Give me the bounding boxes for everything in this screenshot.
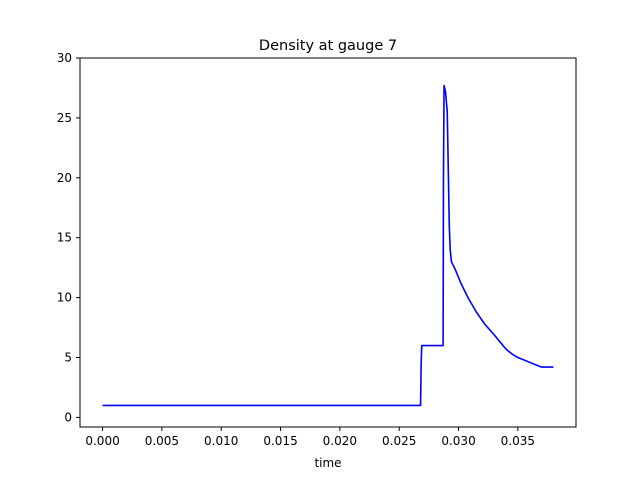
x-tick-label: 0.000 bbox=[85, 434, 119, 448]
y-tick-label: 15 bbox=[57, 231, 72, 245]
y-tick-label: 10 bbox=[57, 291, 72, 305]
axes-frame bbox=[79, 57, 577, 428]
y-tick-label: 20 bbox=[57, 171, 72, 185]
y-tick-label: 25 bbox=[57, 111, 72, 125]
x-tick-label: 0.020 bbox=[323, 434, 357, 448]
chart-title: Density at gauge 7 bbox=[259, 38, 397, 54]
y-tick-label: 5 bbox=[64, 351, 72, 365]
x-tick-label: 0.030 bbox=[441, 434, 475, 448]
y-tick-label: 0 bbox=[64, 410, 72, 424]
x-tick-label: 0.035 bbox=[501, 434, 535, 448]
x-tick-label: 0.005 bbox=[145, 434, 179, 448]
x-tick-label: 0.010 bbox=[204, 434, 238, 448]
x-axis-ticks: 0.000 0.005 0.010 0.015 0.020 0.025 0.030 0.035 bbox=[85, 427, 535, 448]
y-axis-ticks: 0 5 10 15 20 25 30 bbox=[57, 51, 80, 424]
plot-area bbox=[79, 57, 577, 428]
x-tick-label: 0.025 bbox=[382, 434, 416, 448]
x-axis-label: time bbox=[314, 456, 341, 470]
x-tick-label: 0.015 bbox=[263, 434, 297, 448]
series-line-0 bbox=[102, 84, 554, 407]
y-tick-label: 30 bbox=[57, 51, 72, 65]
